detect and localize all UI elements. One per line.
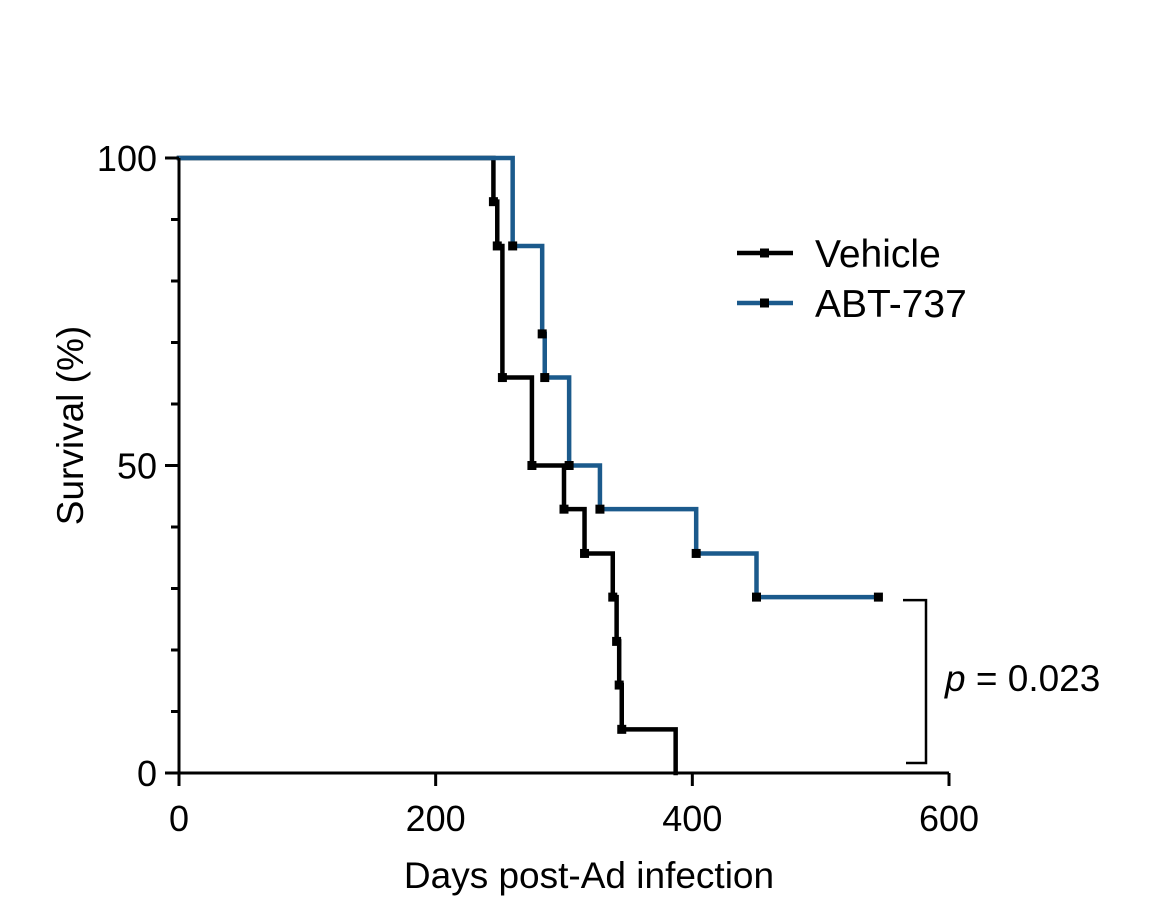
series-point-marker: [508, 241, 518, 251]
series-point-marker: [497, 373, 507, 383]
significance-bracket: [903, 598, 928, 765]
series-point-marker: [612, 636, 622, 646]
series-point-marker: [752, 592, 761, 602]
x-tick-label: 0: [169, 798, 189, 839]
x-axis-title: Days post-Ad infection: [404, 855, 774, 896]
legend-label: Vehicle: [815, 233, 941, 276]
series-point-marker: [564, 461, 574, 470]
series-point-marker: [537, 329, 547, 339]
legend-marker: [760, 298, 769, 308]
x-tick-label: 600: [919, 798, 979, 839]
y-tick-label: 100: [97, 138, 157, 179]
series-point-marker: [559, 504, 569, 514]
series-point-marker: [580, 548, 590, 558]
axes: 0 50 100 0 200 400 600: [97, 138, 979, 839]
series-line-1: [176, 155, 881, 600]
series-point-marker: [608, 592, 618, 602]
series-layer: [176, 155, 883, 776]
series-point-marker: [540, 373, 550, 383]
x-tick-label: 200: [406, 798, 466, 839]
series-point-marker: [488, 197, 498, 207]
y-tick-label: 0: [137, 753, 157, 794]
legend: Vehicle ABT-737: [737, 233, 967, 326]
series-point-marker: [617, 724, 627, 734]
series-point-marker: [614, 680, 624, 690]
y-tick-label: 50: [117, 446, 157, 487]
series-point-marker: [492, 241, 502, 251]
series-point-marker: [595, 504, 605, 514]
series-point-marker: [691, 548, 701, 558]
series-point-marker: [873, 592, 883, 602]
p-value-annotation: p = 0.023: [903, 598, 1100, 765]
series-point-marker: [527, 461, 537, 470]
legend-label: ABT-737: [815, 283, 967, 326]
y-axis-title: Survival (%): [50, 326, 91, 525]
p-value-label: p = 0.023: [944, 658, 1100, 699]
legend-marker: [760, 248, 769, 258]
x-tick-label: 400: [662, 798, 722, 839]
